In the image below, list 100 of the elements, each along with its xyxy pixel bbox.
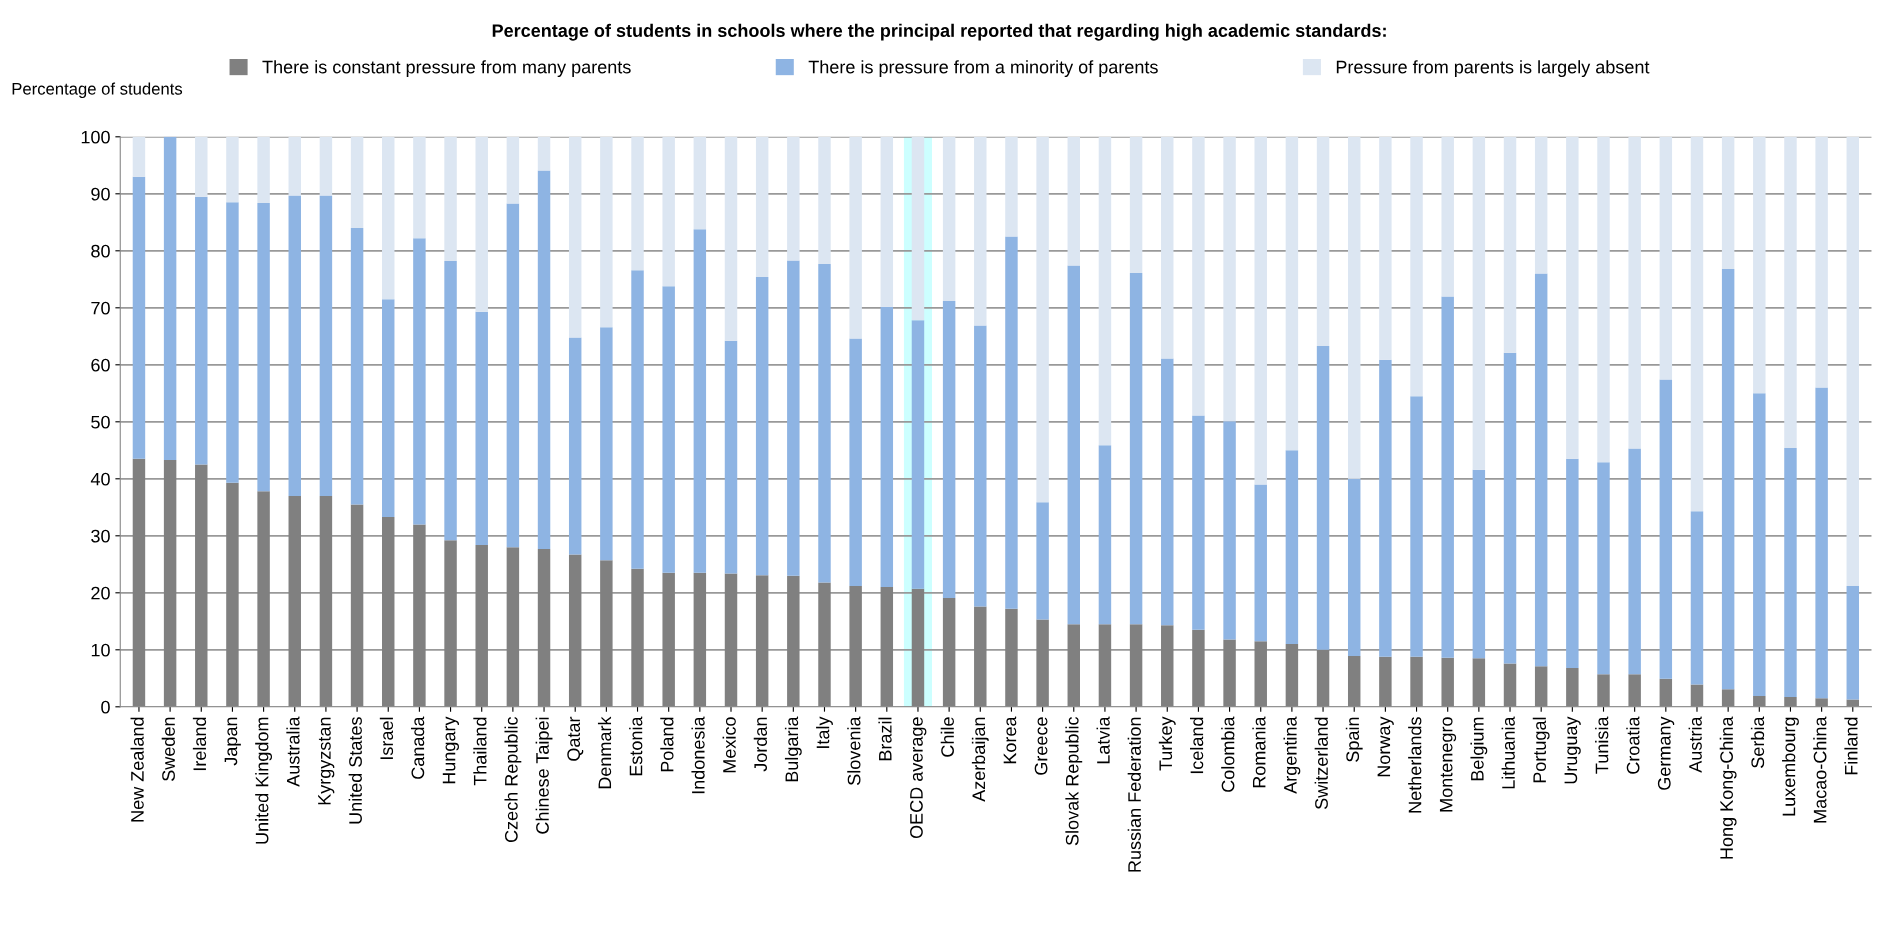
bar [1815,387,1828,699]
bar [132,136,146,177]
x-tick-label: Spain [1345,717,1363,762]
y-tick-label: 80 [91,244,110,258]
y-tick-label: 60 [91,358,110,372]
x-tick-label: Macao-China [1813,716,1827,823]
x-tick-label: Bulgaria [784,716,802,782]
x-tick-label: Finland [1844,717,1858,775]
bar [1690,511,1704,685]
bar [662,286,675,573]
x-tick-label: Netherlands [1408,717,1422,813]
bar [1597,462,1610,675]
bar [662,136,675,287]
bar [1223,421,1236,640]
bar [1503,136,1517,353]
x-tick-label: Ireland [192,717,207,771]
x-tick-label: Switzerland [1314,717,1328,810]
legend-label: There is pressure from a minority of parents [808,60,1158,78]
x-tick-label: Mexico [722,717,736,773]
bar [600,136,613,328]
x-tick-label: Hong Kong-China [1719,716,1737,859]
bar [226,202,239,483]
x-tick-label: Australia [286,716,300,787]
x-tick-label: Austria [1688,716,1702,773]
bar [1316,345,1330,650]
bar [818,136,831,264]
bar [1285,136,1299,451]
x-tick-label: Turkey [1158,716,1176,771]
bar [475,136,488,312]
bar [1566,136,1579,459]
x-tick-label: OECD average [910,717,927,839]
bar [880,306,894,588]
y-tick-label: 10 [91,643,110,657]
bar [724,340,738,574]
x-tick-label: Israel [379,717,394,759]
bar [1410,396,1423,657]
bar [849,338,862,586]
bar [631,136,644,271]
bar [1753,136,1766,394]
x-tick-label: Jordan [753,717,768,772]
x-tick-label: Argentina [1283,716,1301,794]
x-tick-label: Lithuania [1501,716,1515,789]
x-tick-label: Qatar [567,716,584,761]
bar [974,136,987,326]
x-tick-label: Latvia [1096,716,1110,764]
bar [1161,358,1174,626]
bar [1036,502,1049,620]
x-tick-label: Japan [224,717,241,766]
bar [1347,478,1361,657]
x-tick-label: Greece [1034,717,1048,775]
x-tick-label: Belgium [1470,717,1488,781]
chart-title: Percentage of students in schools where the principal reported that regarding high academic standards: [492,23,1386,41]
x-tick-label: Uruguay [1564,716,1581,784]
y-tick-label: 30 [91,529,110,543]
bar [1753,393,1766,696]
bar [755,136,769,278]
x-tick-label: United Kingdom [255,717,273,844]
bar [319,136,333,196]
bar [132,176,146,459]
bar [693,229,707,573]
x-tick-label: Chile [940,717,954,757]
bar [693,136,707,230]
y-tick-label: 100 [81,130,110,144]
bar [1379,359,1392,657]
x-tick-label: Poland [660,717,674,772]
bar [1659,379,1673,679]
x-tick-label: Norway [1377,716,1394,777]
bar [288,136,301,196]
x-tick-label: Germany [1657,716,1675,790]
x-tick-label: Azerbaijan [971,717,989,802]
x-tick-label: Russian Federation [1127,717,1141,872]
legend-label: There is constant pressure from many parents [262,60,631,78]
bar [631,270,644,569]
bar [787,136,800,261]
x-tick-label: Kyrgyzstan [318,717,335,805]
bar [600,327,613,561]
bar [537,136,551,171]
bar [1784,448,1797,698]
bar [226,136,239,203]
x-tick-label: Czech Republic [504,716,522,843]
x-tick-label: Denmark [597,716,612,789]
x-tick-label: Korea [1003,716,1017,764]
y-tick-label: 40 [90,472,110,486]
y-tick-label: 70 [91,301,110,315]
bar [163,136,177,460]
bar [1410,136,1423,397]
bar [1534,273,1548,667]
bar [1721,136,1735,270]
bar [1846,136,1860,586]
x-tick-label: Hungary [442,716,459,784]
x-tick-label: Croatia [1626,716,1640,774]
bar [1441,136,1454,297]
bar [1161,136,1174,359]
bar [1721,269,1735,690]
bar [1628,136,1641,449]
bar [1628,448,1641,675]
x-tick-label: Estonia [629,716,643,776]
bar [1534,136,1548,274]
x-tick-label: Chinese Taipei [535,717,553,834]
x-tick-label: Luxembourg [1782,717,1799,816]
